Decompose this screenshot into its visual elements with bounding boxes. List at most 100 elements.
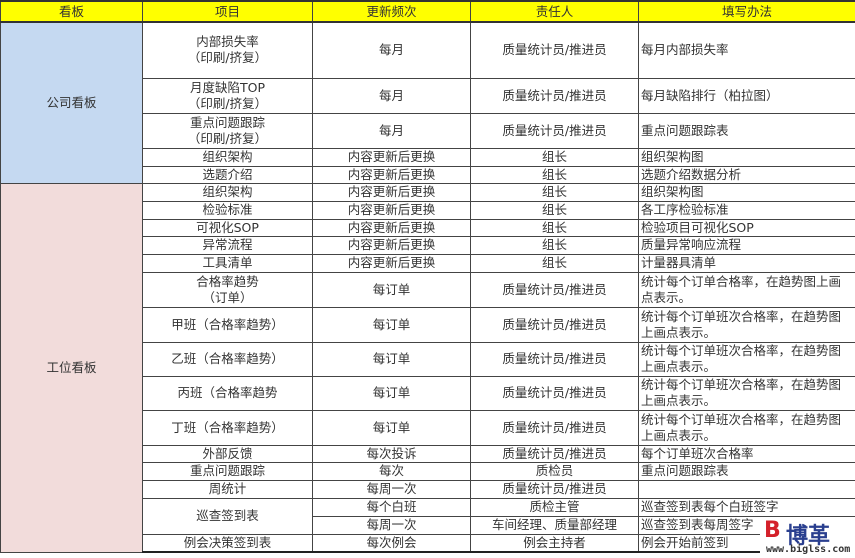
owner-cell: 组长: [470, 235, 639, 255]
owner-cell: 质检员: [470, 461, 639, 481]
frequency-cell: 每周一次: [312, 479, 471, 499]
owner-cell: 组长: [470, 147, 639, 167]
method-cell: 计量器具清单: [638, 253, 855, 273]
owner-cell: 例会主持者: [470, 533, 639, 553]
watermark-logo: B 博革 www.biglss.com: [760, 518, 855, 558]
owner-cell: 质量统计员/推进员: [470, 341, 639, 377]
frequency-cell: 内容更新后更换: [312, 200, 471, 220]
item-cell: 组织架构: [142, 182, 313, 202]
header-row: 看板 项目 更新频次 责任人 填写办法: [0, 0, 855, 23]
owner-cell: 质量统计员/推进员: [470, 409, 639, 446]
owner-cell: 组长: [470, 200, 639, 220]
item-cell: 例会决策签到表: [142, 533, 313, 553]
owner-cell: 组长: [470, 218, 639, 237]
frequency-cell: 内容更新后更换: [312, 165, 471, 184]
item-cell: 乙班（合格率趋势）: [142, 341, 313, 377]
method-cell: 重点问题跟踪表: [638, 461, 855, 481]
frequency-cell: 内容更新后更换: [312, 218, 471, 237]
frequency-cell: 每订单: [312, 409, 471, 446]
owner-cell: 质量统计员/推进员: [470, 479, 639, 499]
frequency-cell: 每订单: [312, 271, 471, 308]
table-row: 丁班（合格率趋势） 每订单 质量统计员/推进员 统计每个订单班次合格率，在趋势图上画点…: [1, 409, 855, 446]
table-row: 外部反馈 每次投诉 质量统计员/推进员 每个订单班次合格率: [1, 444, 855, 463]
table-row: 重点问题跟踪 每次 质检员 重点问题跟踪表: [1, 461, 855, 481]
owner-cell: 质量统计员/推进员: [470, 21, 639, 79]
frequency-cell: 内容更新后更换: [312, 253, 471, 273]
method-cell: [638, 479, 855, 499]
item-cell: 组织架构: [142, 147, 313, 167]
method-cell: 组织架构图: [638, 182, 855, 202]
table-row: 组织架构 内容更新后更换 组长 组织架构图: [1, 147, 855, 167]
item-cell: 外部反馈: [142, 444, 313, 463]
table-row: 月度缺陷TOP （印刷/挤复） 每月 质量统计员/推进员 每月缺陷排行（柏拉图）: [1, 77, 855, 114]
owner-cell: 车间经理、质量部经理: [470, 515, 639, 535]
frequency-cell: 每月: [312, 21, 471, 79]
header-board: 看板: [0, 0, 143, 23]
header-frequency: 更新频次: [312, 0, 471, 23]
board-group-cell: 工位看板: [0, 182, 143, 553]
table-row: 合格率趋势 （订单） 每订单 质量统计员/推进员 统计每个订单合格率，在趋势图上画点表…: [1, 271, 855, 308]
item-cell: 异常流程: [142, 235, 313, 255]
item-cell: 周统计: [142, 479, 313, 499]
item-cell: 重点问题跟踪: [142, 461, 313, 481]
owner-cell: 质量统计员/推进员: [470, 271, 639, 308]
method-cell: 重点问题跟踪表: [638, 112, 855, 149]
owner-cell: 组长: [470, 182, 639, 202]
method-cell: 统计每个订单班次合格率，在趋势图上画点表示。: [638, 341, 855, 377]
frequency-cell: 每订单: [312, 375, 471, 411]
method-cell: 每个订单班次合格率: [638, 444, 855, 463]
item-cell: 重点问题跟踪 （印刷/挤复）: [142, 112, 313, 149]
method-cell: 检验项目可视化SOP: [638, 218, 855, 237]
method-cell: 质量异常响应流程: [638, 235, 855, 255]
method-cell: 巡查签到表每个白班签字: [638, 497, 855, 517]
method-cell: 各工序检验标准: [638, 200, 855, 220]
item-cell: 检验标准: [142, 200, 313, 220]
table-row: 公司看板 内部损失率 （印刷/挤复） 每月 质量统计员/推进员 每月内部损失率: [0, 21, 855, 184]
method-cell: 统计每个订单合格率，在趋势图上画点表示。: [638, 271, 855, 308]
item-cell: 甲班（合格率趋势）: [142, 306, 313, 343]
header-method: 填写办法: [638, 0, 855, 23]
item-cell: 工具清单: [142, 253, 313, 273]
frequency-cell: 每次投诉: [312, 444, 471, 463]
method-cell: 统计每个订单班次合格率，在趋势图上画点表示。: [638, 375, 855, 411]
item-cell: 月度缺陷TOP （印刷/挤复）: [142, 77, 313, 114]
owner-cell: 质量统计员/推进员: [470, 375, 639, 411]
table-row: 丙班（合格率趋势 每订单 质量统计员/推进员 统计每个订单班次合格率，在趋势图上画点表…: [1, 375, 855, 411]
table-row: 检验标准 内容更新后更换 组长 各工序检验标准: [1, 200, 855, 220]
item-cell: 可视化SOP: [142, 218, 313, 237]
method-cell: 选题介绍数据分析: [638, 165, 855, 184]
owner-cell: 质检主管: [470, 497, 639, 517]
table-row: 乙班（合格率趋势） 每订单 质量统计员/推进员 统计每个订单班次合格率，在趋势图上画点…: [1, 341, 855, 377]
frequency-cell: 内容更新后更换: [312, 182, 471, 202]
owner-cell: 质量统计员/推进员: [470, 444, 639, 463]
table-row: 甲班（合格率趋势） 每订单 质量统计员/推进员 统计每个订单班次合格率，在趋势图上画点…: [1, 306, 855, 343]
method-cell: 每月内部损失率: [638, 21, 855, 79]
table-row: 工具清单 内容更新后更换 组长 计量器具清单: [1, 253, 855, 273]
item-cell: 丁班（合格率趋势）: [142, 409, 313, 446]
table-row: 可视化SOP 内容更新后更换 组长 检验项目可视化SOP: [1, 218, 855, 237]
method-cell: 组织架构图: [638, 147, 855, 167]
item-cell: 丙班（合格率趋势: [142, 375, 313, 411]
frequency-cell: 每次: [312, 461, 471, 481]
header-item: 项目: [142, 0, 313, 23]
item-cell: 内部损失率 （印刷/挤复）: [142, 21, 313, 79]
logo-url: www.biglss.com: [766, 544, 851, 555]
logo-mark: B: [764, 518, 781, 543]
table-row: 工位看板 组织架构 内容更新后更换 组长 组织架构图: [0, 182, 855, 553]
owner-cell: 组长: [470, 165, 639, 184]
frequency-cell: 每订单: [312, 341, 471, 377]
item-cell: 选题介绍: [142, 165, 313, 184]
owner-cell: 质量统计员/推进员: [470, 112, 639, 149]
method-cell: 统计每个订单班次合格率，在趋势图上画点表示。: [638, 306, 855, 343]
logo-name: 博革: [786, 524, 831, 549]
owner-cell: 质量统计员/推进员: [470, 77, 639, 114]
owner-cell: 组长: [470, 253, 639, 273]
frequency-cell: 每个白班: [312, 497, 471, 517]
table-row: 异常流程 内容更新后更换 组长 质量异常响应流程: [1, 235, 855, 255]
table-row: 周统计 每周一次 质量统计员/推进员: [1, 479, 855, 499]
table-row: 巡查签到表 每个白班 质检主管 巡查签到表每个白班签字: [1, 497, 855, 535]
table-row: 重点问题跟踪 （印刷/挤复） 每月 质量统计员/推进员 重点问题跟踪表: [1, 112, 855, 149]
method-cell: 每月缺陷排行（柏拉图）: [638, 77, 855, 114]
item-cell: 巡查签到表: [142, 497, 313, 535]
